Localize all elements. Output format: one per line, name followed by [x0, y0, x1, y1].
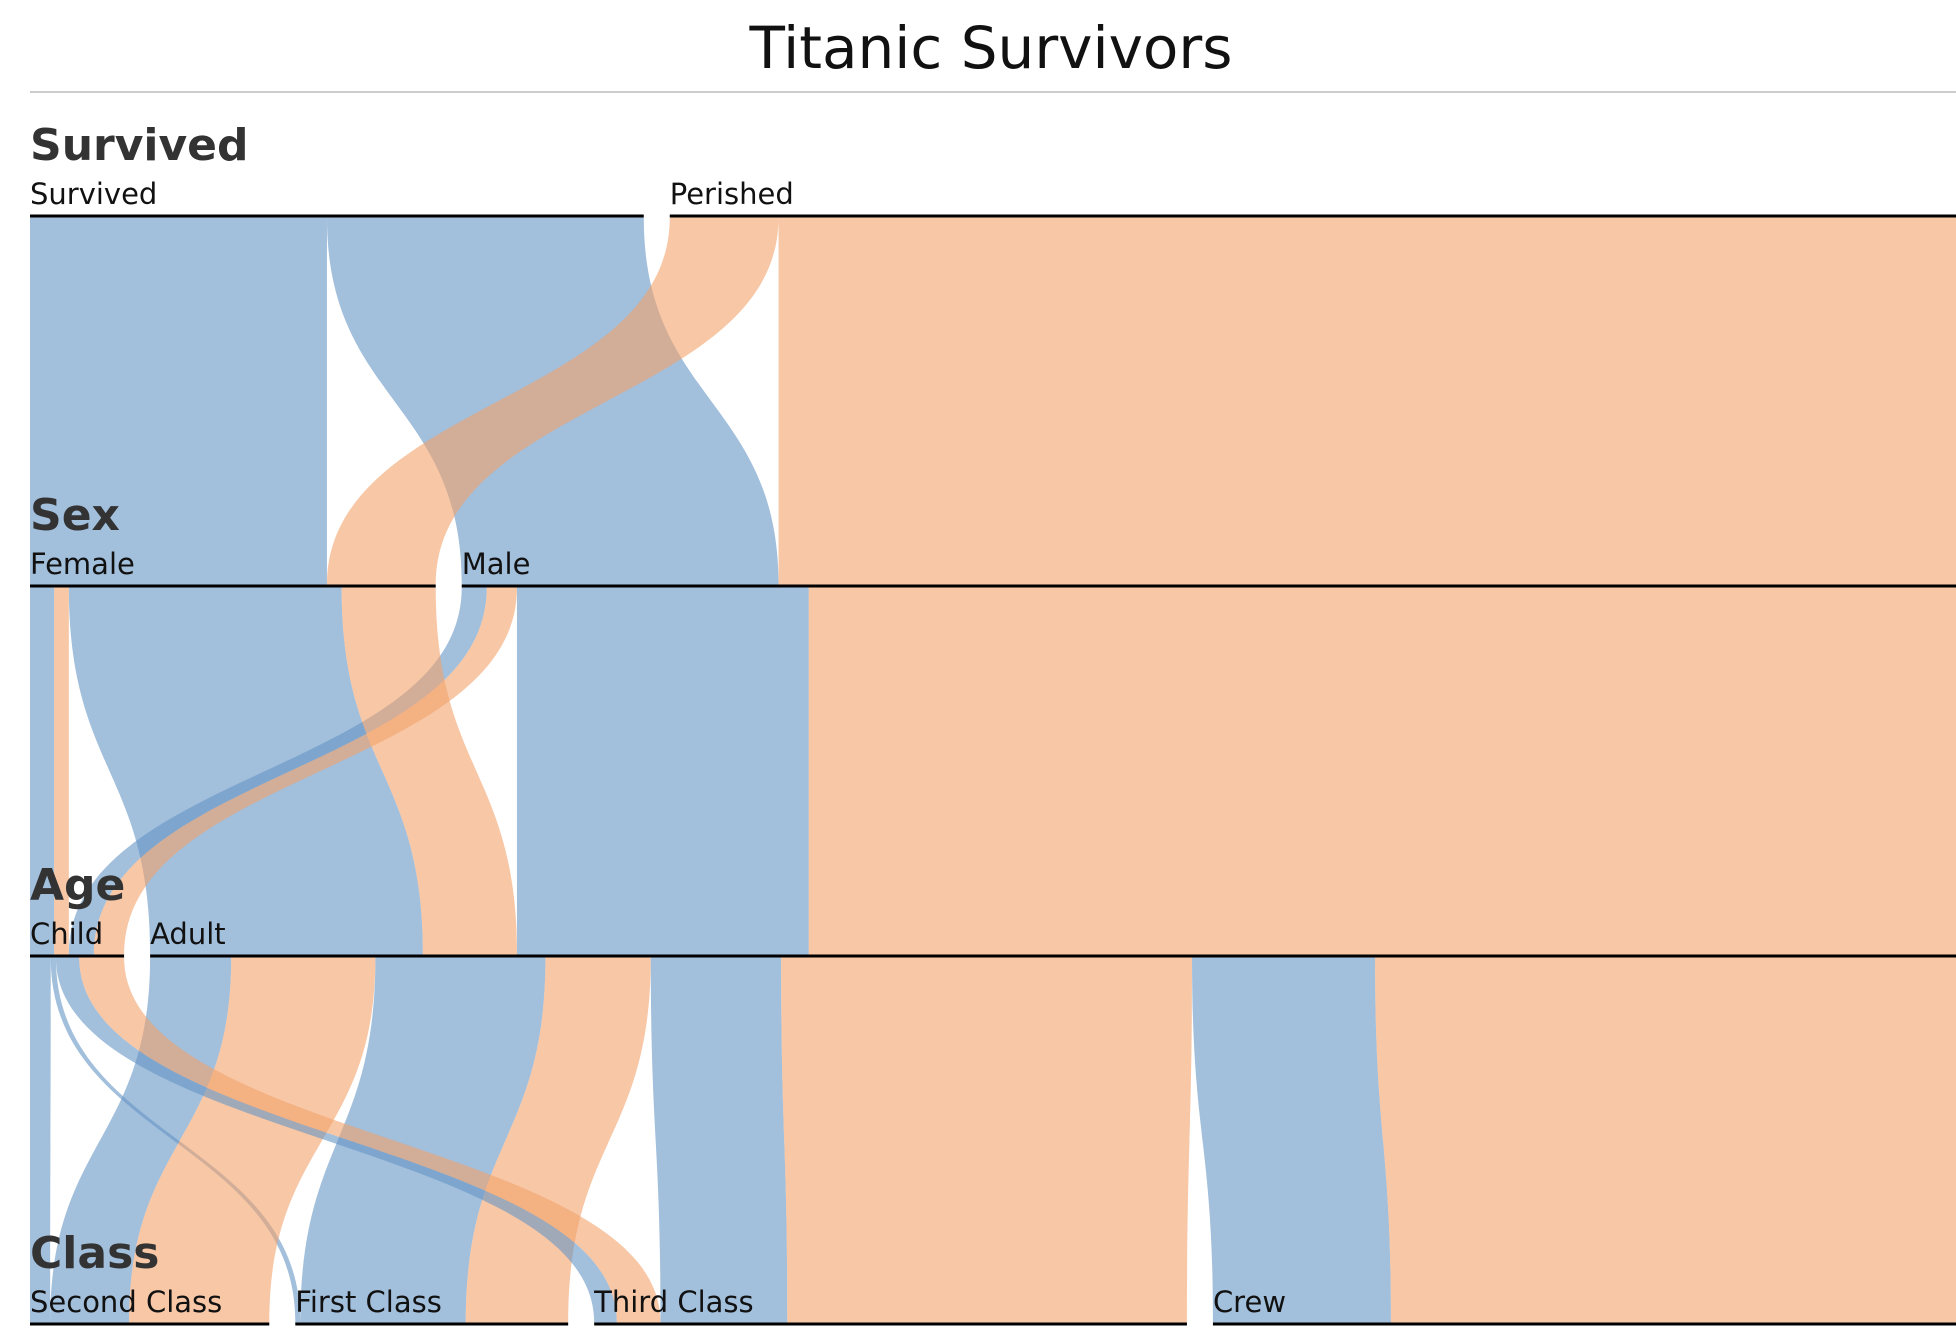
- category-label-female: Female: [30, 547, 135, 581]
- ribbon-perished-perished-male[interactable]: [778, 217, 1956, 585]
- category-label-male: Male: [462, 547, 531, 581]
- category-label-child: Child: [30, 917, 103, 951]
- category-label-crew: Crew: [1213, 1285, 1286, 1319]
- category-label-second-class: Second Class: [30, 1285, 222, 1319]
- ribbons: [30, 217, 1956, 1323]
- ribbon-perished-adult-first-class[interactable]: [465, 957, 651, 1323]
- ribbon-perished-female-child[interactable]: [54, 587, 69, 955]
- ribbon-survived-adult-second-class[interactable]: [50, 957, 232, 1323]
- ribbon-perished-adult-third-class[interactable]: [781, 957, 1193, 1323]
- ribbon-perished-perished-female[interactable]: [326, 217, 779, 585]
- ribbon-perished-adult-crew[interactable]: [1375, 957, 1956, 1323]
- ribbon-survived-child-third-class[interactable]: [55, 957, 617, 1323]
- ribbon-survived-adult-third-class[interactable]: [650, 957, 788, 1323]
- ribbon-perished-male-child[interactable]: [93, 587, 517, 955]
- ribbon-perished-female-adult[interactable]: [341, 587, 517, 955]
- ribbon-perished-male-adult[interactable]: [808, 587, 1956, 955]
- dimension-title-sex: Sex: [30, 490, 120, 541]
- category-label-adult: Adult: [150, 917, 226, 951]
- ribbon-survived-survived-female[interactable]: [30, 217, 327, 585]
- category-bars: [30, 214, 1956, 1326]
- category-label-first-class: First Class: [295, 1285, 442, 1319]
- ribbon-survived-child-second-class[interactable]: [30, 957, 51, 1323]
- ribbon-perished-adult-second-class[interactable]: [129, 957, 376, 1323]
- category-label-third-class: Third Class: [593, 1285, 754, 1319]
- dimension-title-survived: Survived: [30, 120, 249, 171]
- category-label-perished: Perished: [670, 177, 794, 211]
- category-label-survived: Survived: [30, 177, 157, 211]
- dimension-title-age: Age: [30, 860, 125, 911]
- labels: Survived Survived Perished Sex Female Male Age…: [30, 120, 1286, 1319]
- ribbon-survived-female-child[interactable]: [30, 587, 55, 955]
- ribbon-survived-adult-first-class[interactable]: [300, 957, 546, 1323]
- ribbon-survived-male-adult[interactable]: [516, 587, 809, 955]
- ribbon-perished-child-third-class[interactable]: [79, 957, 661, 1323]
- ribbon-survived-adult-crew[interactable]: [1192, 957, 1391, 1323]
- dimension-title-class: Class: [30, 1228, 159, 1279]
- chart-title: Titanic Survivors: [749, 14, 1233, 82]
